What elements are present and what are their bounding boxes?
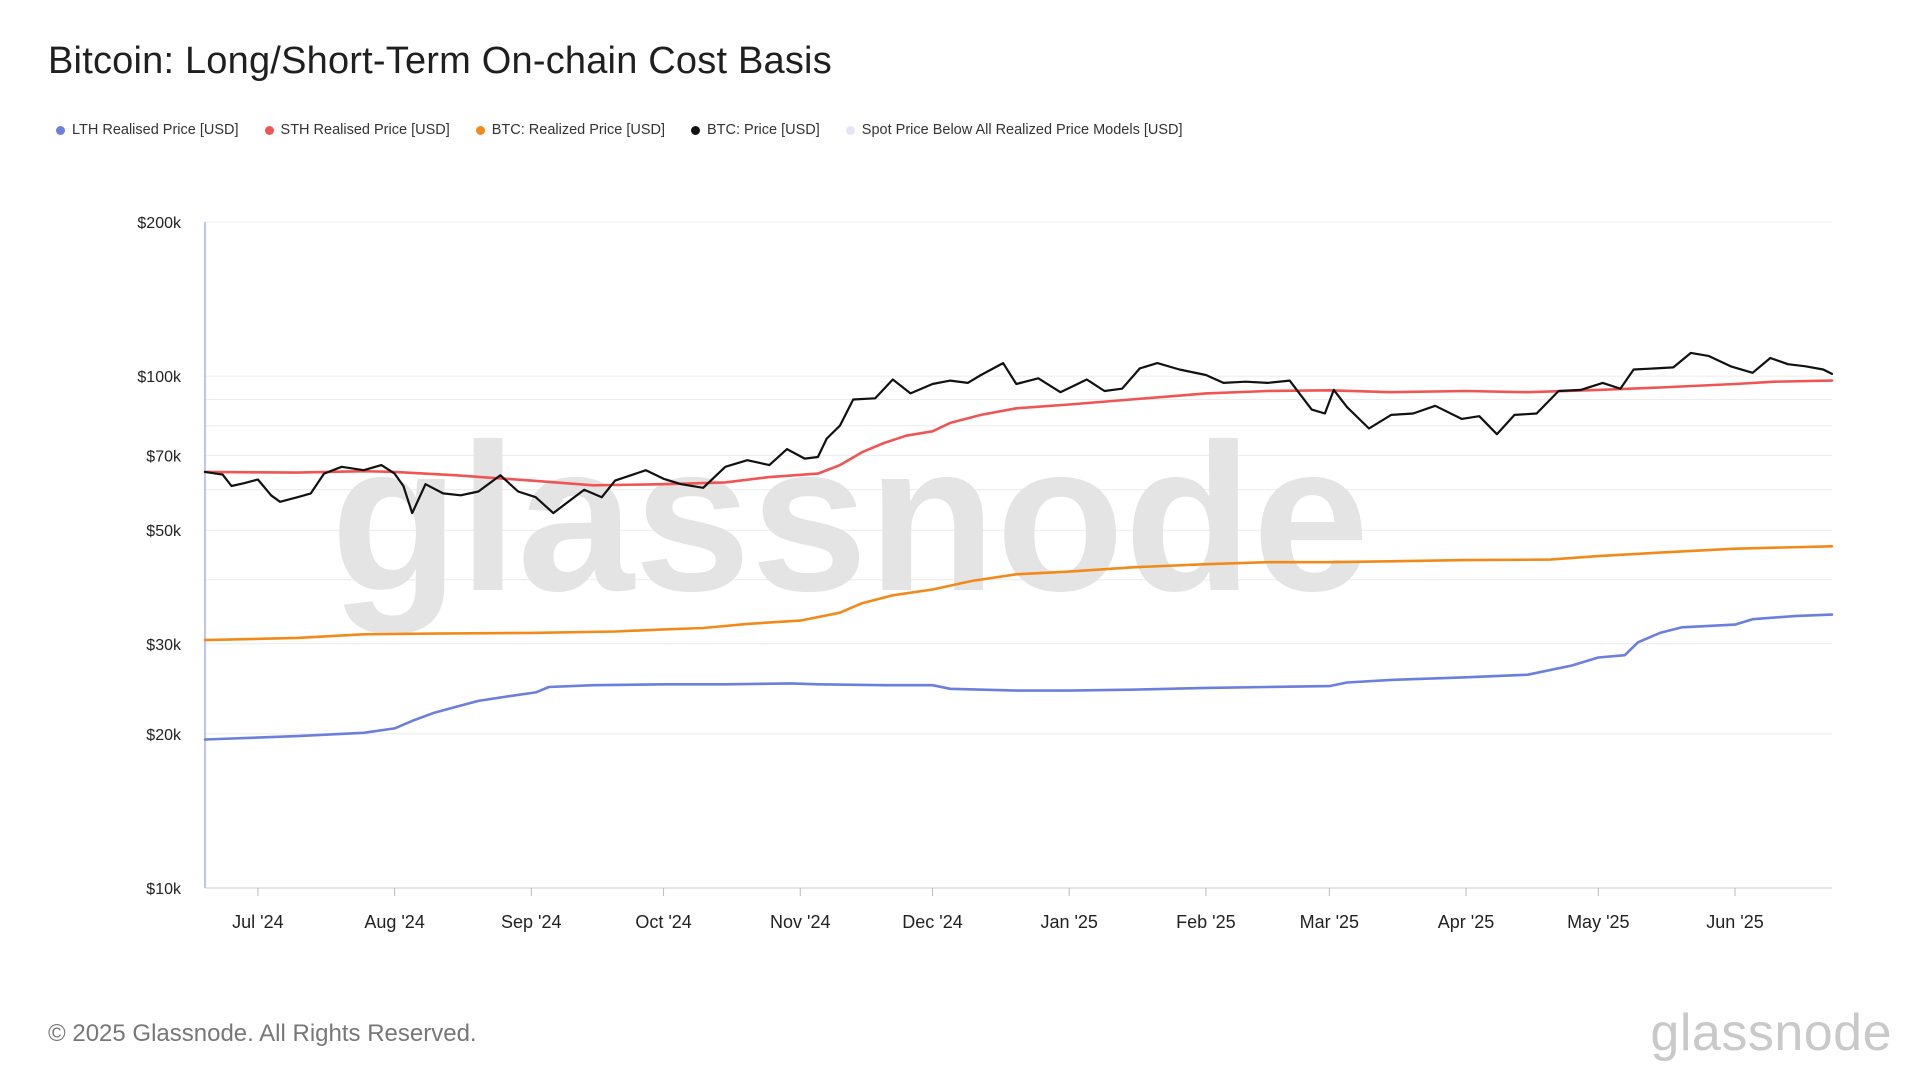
legend-label-lth: LTH Realised Price [USD]: [72, 122, 239, 138]
legend-label-price: BTC: Price [USD]: [707, 122, 820, 138]
legend-label-sth: STH Realised Price [USD]: [280, 122, 450, 138]
x-axis: Jul '24 Aug '24 Sep '24 Oct '24 Nov '24 Dec '…: [205, 887, 1832, 932]
x-tick-label: Feb '25: [1176, 912, 1235, 932]
series-lines: [203, 351, 1834, 741]
legend-dot-sth: [264, 125, 274, 135]
legend-item-spot-below[interactable]: Spot Price Below All Realized Price Mode…: [845, 122, 1183, 138]
x-tick-label: Apr '25: [1438, 912, 1494, 932]
chart-area[interactable]: glassnode $200k $100k $70k $50k $30k $20k $10k…: [0, 0, 1920, 1000]
y-tick-label: $50k: [146, 523, 182, 540]
y-tick-label: $20k: [146, 727, 182, 744]
x-tick-label: Nov '24: [770, 912, 830, 932]
chart-title: Bitcoin: Long/Short-Term On-chain Cost B…: [48, 40, 832, 82]
footer-copyright: © 2025 Glassnode. All Rights Reserved.: [48, 1020, 477, 1047]
x-tick-label: Jun '25: [1706, 912, 1763, 932]
y-tick-label: $100k: [137, 369, 182, 386]
x-tick-label: Jul '24: [232, 912, 283, 932]
legend-label-realized: BTC: Realized Price [USD]: [491, 122, 665, 138]
legend-item-realized[interactable]: BTC: Realized Price [USD]: [475, 122, 665, 138]
y-tick-label: $70k: [146, 448, 182, 465]
series-line-sth[interactable]: [203, 379, 1834, 487]
watermark: glassnode: [331, 400, 1370, 635]
legend-label-spot-below: Spot Price Below All Realized Price Mode…: [861, 122, 1183, 138]
series-line-lth[interactable]: [203, 613, 1834, 741]
y-tick-label: $10k: [146, 881, 182, 898]
legend-item-sth[interactable]: STH Realised Price [USD]: [264, 122, 450, 138]
legend-dot-spot-below: [845, 125, 855, 135]
x-tick-label: May '25: [1567, 912, 1629, 932]
x-tick-label: Dec '24: [902, 912, 962, 932]
series-line-price[interactable]: [203, 351, 1834, 515]
chart-legend: LTH Realised Price [USD] STH Realised Pr…: [56, 122, 1209, 138]
y-tick-label: $200k: [137, 215, 182, 232]
x-tick-label: Mar '25: [1300, 912, 1359, 932]
x-tick-label: Aug '24: [364, 912, 425, 932]
legend-item-price[interactable]: BTC: Price [USD]: [691, 122, 820, 138]
x-tick-label: Jan '25: [1040, 912, 1097, 932]
footer-logo: glassnode: [1650, 1004, 1892, 1062]
legend-item-lth[interactable]: LTH Realised Price [USD]: [56, 122, 239, 138]
legend-dot-lth: [56, 125, 65, 135]
y-axis: $200k $100k $70k $50k $30k $20k $10k: [137, 215, 206, 898]
y-tick-label: $30k: [146, 637, 182, 654]
series-line-realized[interactable]: [203, 545, 1834, 642]
x-tick-label: Oct '24: [635, 912, 691, 932]
legend-dot-realized: [475, 125, 485, 135]
x-tick-label: Sep '24: [501, 912, 562, 932]
legend-dot-price: [691, 125, 700, 135]
